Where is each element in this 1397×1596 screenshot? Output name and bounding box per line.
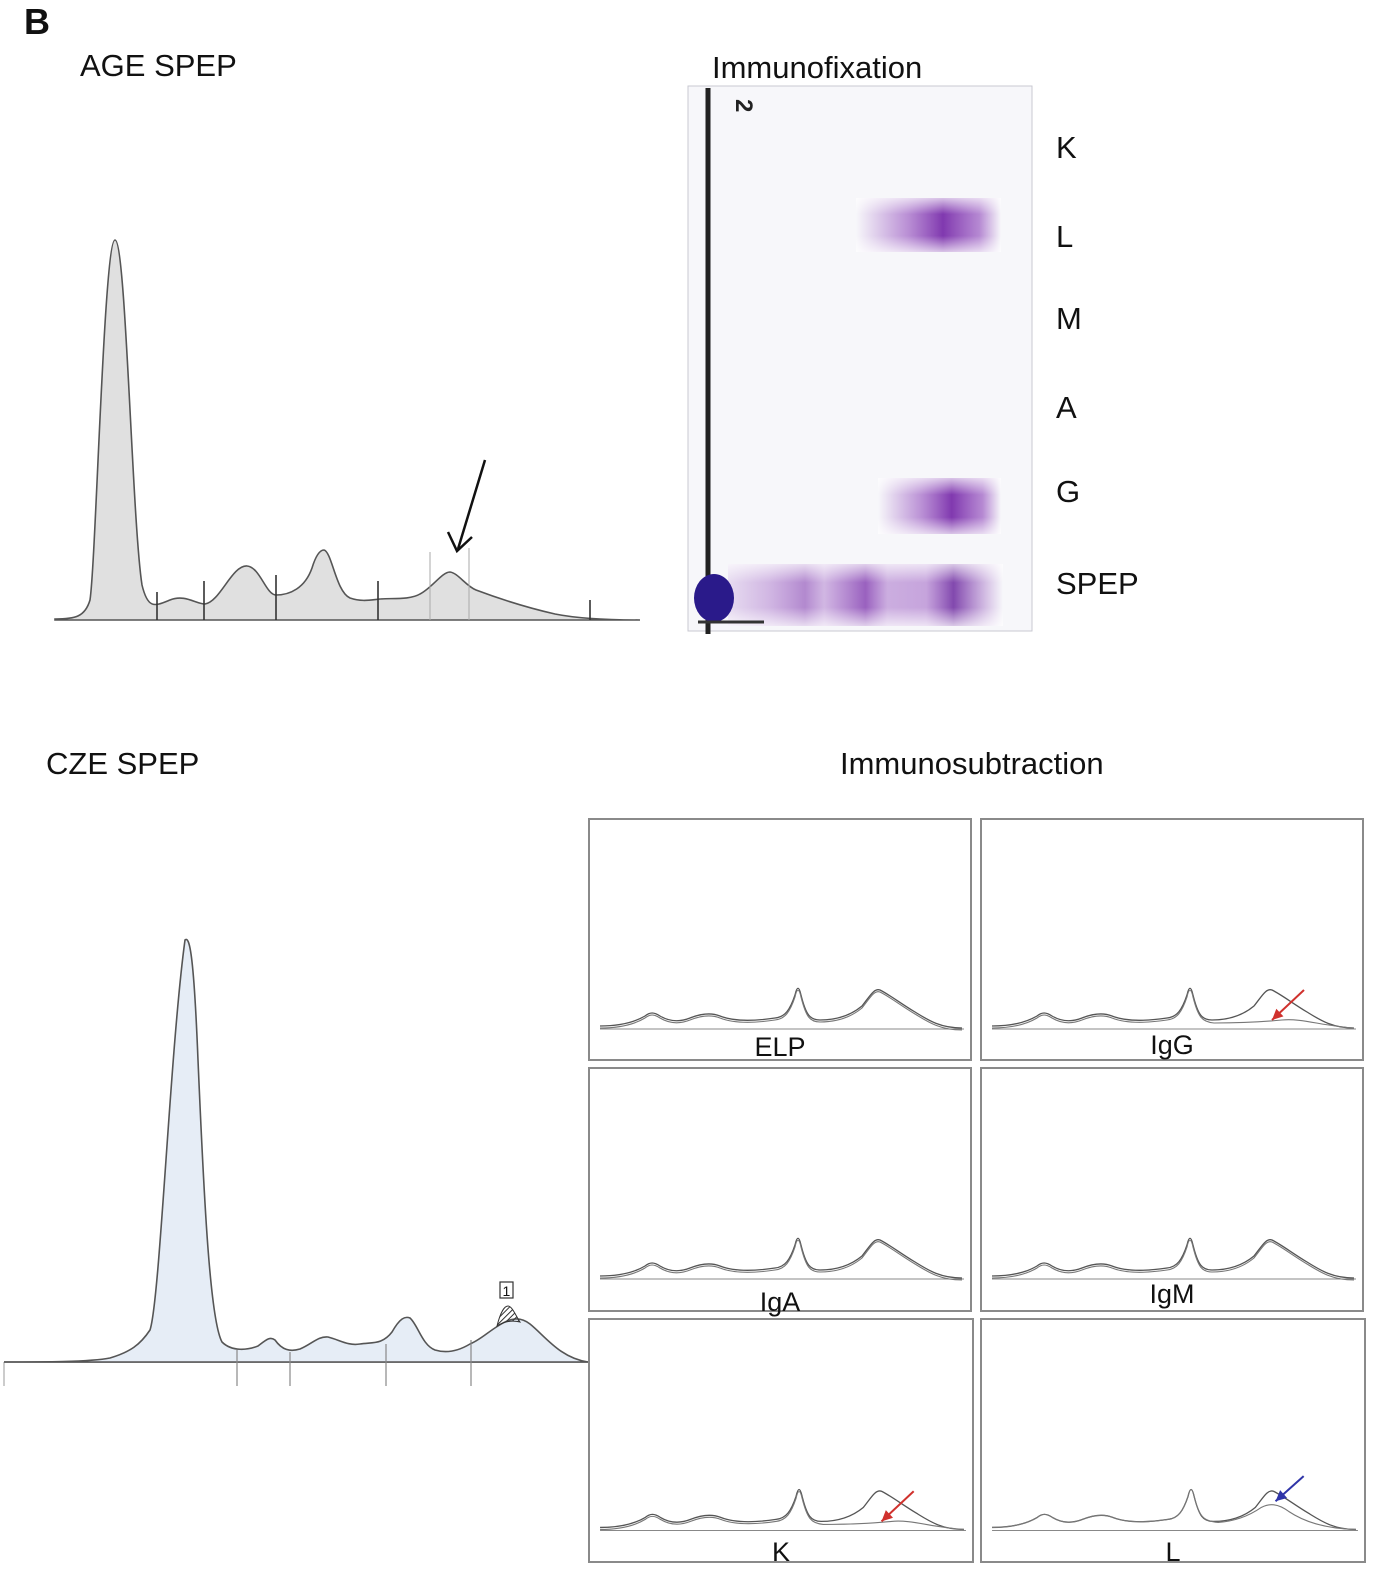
reference-trace: [599, 1237, 963, 1279]
peak-marker: 1: [503, 1283, 511, 1299]
m-spike-hatched-region: [496, 1305, 522, 1328]
cze-spep-trace: 1: [3, 938, 590, 1386]
panel-label: K: [771, 1537, 790, 1567]
age-spep-fraction-dividers: [156, 575, 591, 620]
immunosubtraction-panel-igm: IgM: [980, 1067, 1364, 1312]
cze-spep-area: [3, 938, 589, 1363]
electropherogram: [599, 1237, 964, 1281]
age-spep-arrow: [446, 459, 487, 554]
immunosubtraction-panel-igg: IgG: [980, 818, 1364, 1061]
subtracted-trace: [991, 1239, 1355, 1281]
electropherogram: [991, 987, 1356, 1030]
subtracted-trace: [599, 989, 963, 1031]
band-G: [878, 478, 1001, 534]
subtracted-trace: [600, 1490, 964, 1531]
subtracted-trace: [599, 1239, 963, 1281]
cze-fraction-dividers: [236, 1340, 472, 1386]
panel-label: L: [1165, 1537, 1181, 1567]
blue-arrow: [1274, 1475, 1305, 1503]
immunofixation-title: Immunofixation: [712, 50, 923, 85]
panel-label: IgA: [759, 1287, 801, 1317]
band-L: [856, 198, 1001, 252]
lane-label-a: A: [1056, 390, 1077, 425]
peak-marker-box: [499, 1281, 514, 1299]
subtracted-trace: [992, 1488, 1356, 1531]
band-SPEP: [728, 564, 1003, 626]
age-spep-m-spike-bounds: [429, 548, 470, 620]
lane-label-l: L: [1056, 219, 1074, 254]
panel-label: ELP: [754, 1032, 806, 1062]
red-arrow: [1271, 989, 1305, 1021]
lane-number: 2: [730, 99, 757, 112]
reference-trace: [599, 987, 963, 1029]
gel-background: [687, 85, 1033, 632]
immunosubtraction-panel-k: K: [588, 1318, 974, 1567]
lane-label-spep: SPEP: [1056, 566, 1139, 601]
age-spep-title: AGE SPEP: [80, 48, 237, 83]
age-spep-trace: [54, 239, 641, 621]
immunosubtraction-panel-l: L: [980, 1318, 1366, 1567]
sample-application-spot: [694, 574, 734, 622]
subtracted-trace: [991, 989, 1355, 1029]
panel-label: IgM: [1149, 1279, 1195, 1309]
panel-label: IgG: [1150, 1030, 1194, 1060]
electropherogram: [600, 1488, 966, 1531]
electropherogram: [992, 1475, 1358, 1531]
lane-label-g: G: [1056, 474, 1081, 509]
electropherogram: [599, 987, 964, 1031]
cze-spep-title: CZE SPEP: [46, 746, 200, 781]
immunosubtraction-title: Immunosubtraction: [840, 746, 1104, 781]
red-arrow: [880, 1490, 915, 1523]
immunosubtraction-panel-iga: IgA: [588, 1067, 972, 1317]
lane-label-m: M: [1056, 301, 1082, 336]
reference-trace: [992, 1488, 1356, 1531]
lane-label-k: K: [1056, 130, 1077, 165]
immunofixation-gel: 2: [687, 85, 1033, 634]
immunosubtraction-panel-elp: ELP: [588, 818, 972, 1062]
panel-letter: B: [24, 1, 50, 42]
electropherogram: [991, 1237, 1356, 1281]
reference-trace: [991, 1237, 1355, 1279]
